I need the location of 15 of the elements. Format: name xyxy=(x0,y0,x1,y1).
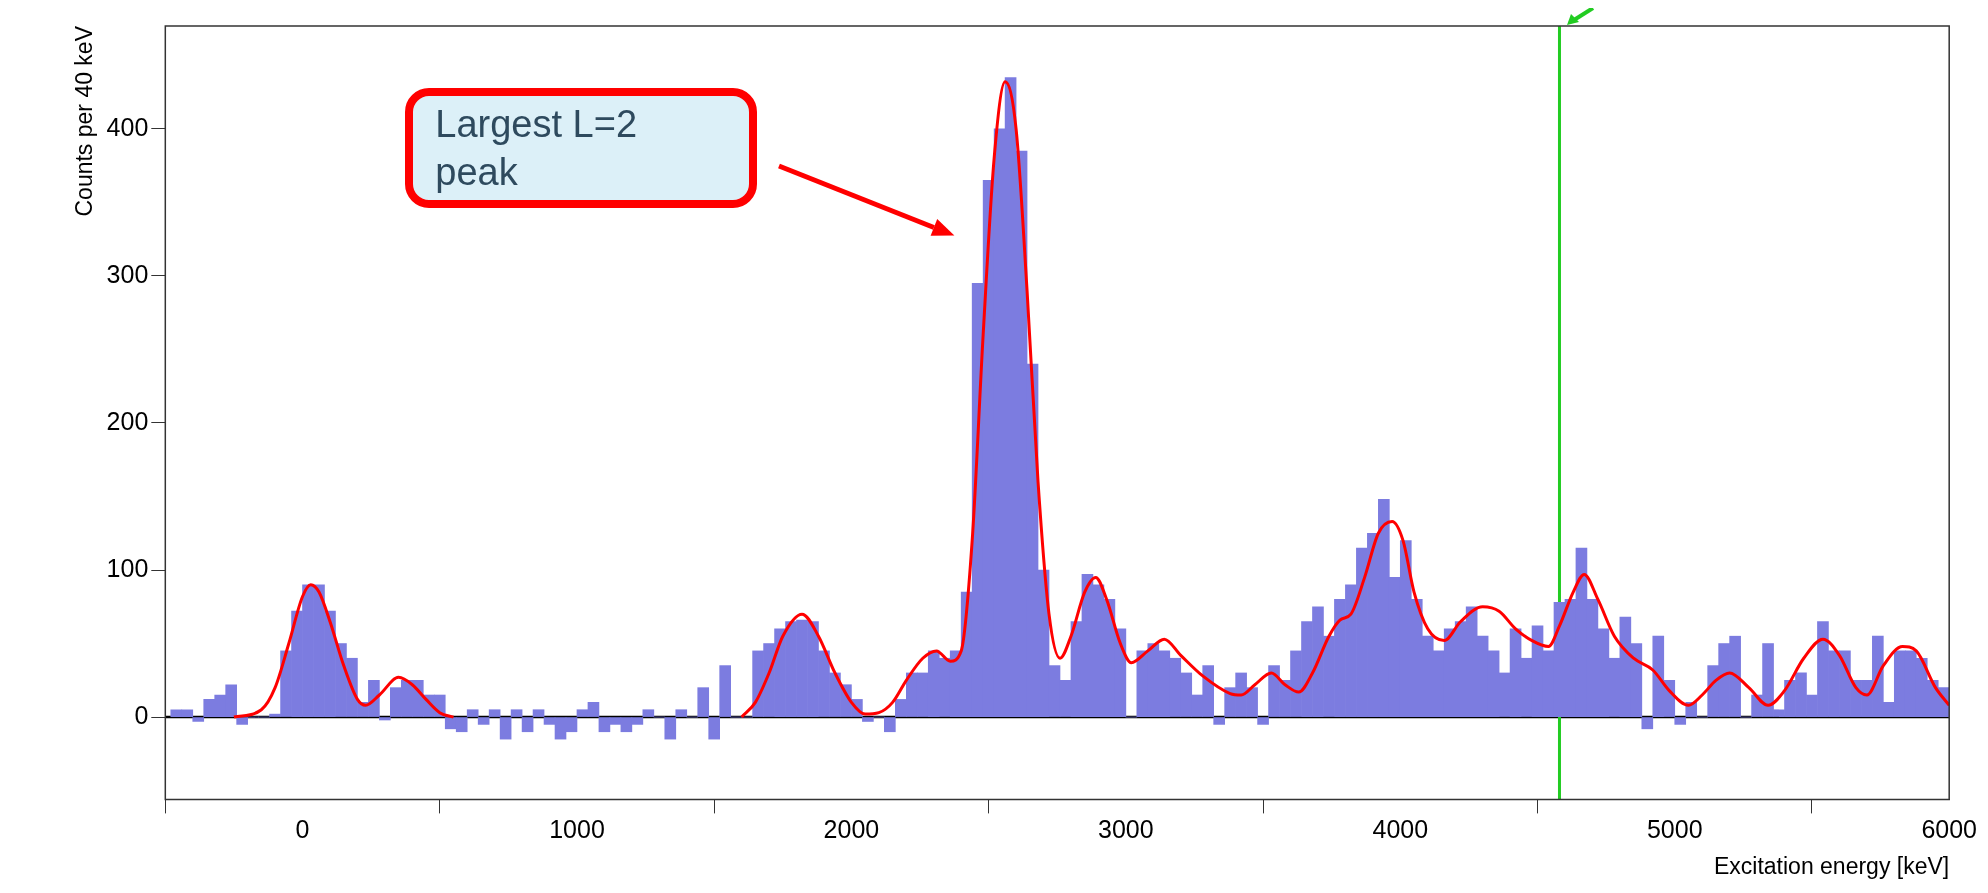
y-tick-label: 100 xyxy=(106,553,149,582)
y-axis-title: Counts per 40 keV xyxy=(71,25,98,217)
y-tick-label: 0 xyxy=(134,700,149,729)
x-tick-label: 1000 xyxy=(549,815,605,844)
x-tick-label: 5000 xyxy=(1646,815,1703,844)
x-tick-label: 4000 xyxy=(1372,815,1429,844)
y-tick-label: 300 xyxy=(106,259,149,288)
annotation: Largest L=2 peak xyxy=(435,102,639,195)
x-axis-title: Excitation energy [keV] xyxy=(1713,852,1950,879)
x-tick-label: 3000 xyxy=(1098,815,1154,844)
x-tick-label: 2000 xyxy=(823,815,880,844)
y-tick-label: 200 xyxy=(106,406,149,435)
x-tick-label: 6000 xyxy=(1921,815,1977,844)
x-tick-label: 0 xyxy=(295,815,310,844)
y-tick-label: 400 xyxy=(106,112,149,141)
